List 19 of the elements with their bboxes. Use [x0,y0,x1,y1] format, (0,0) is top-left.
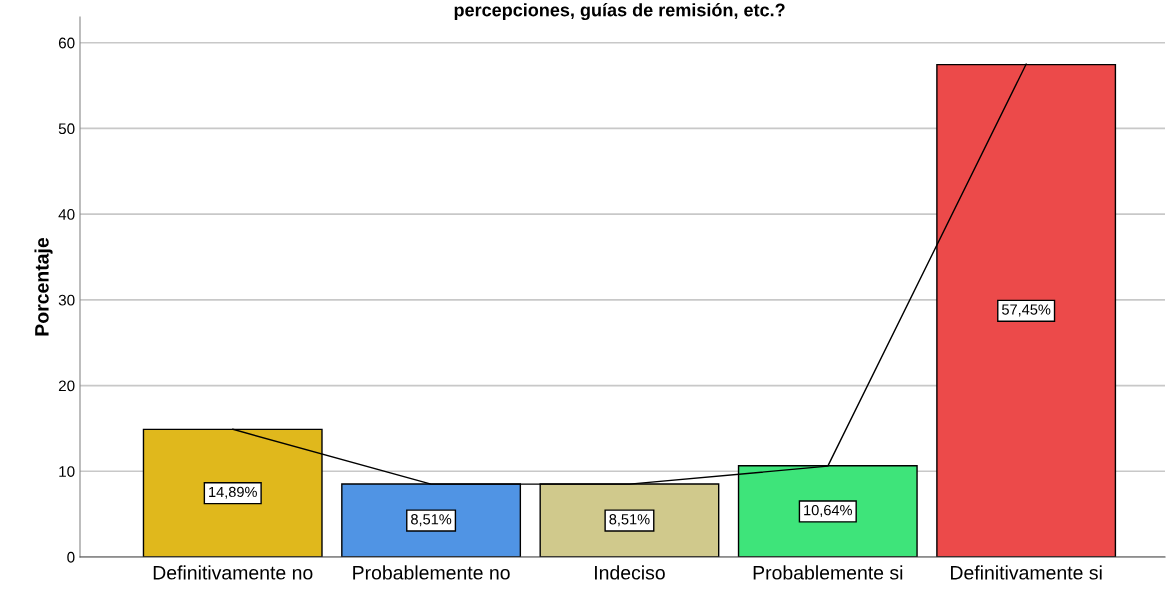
y-tick-label: 30 [58,294,75,306]
y-tick-label: 50 [58,123,75,135]
x-tick-label: Indeciso [595,565,665,580]
y-tick-label: 10 [59,466,75,477]
y-tick-label: 40 [58,209,75,220]
x-tick-label: Definitivamente si [951,565,1102,580]
x-tick-label: Probablemente si [753,565,903,580]
data-label: 14,89% [209,486,257,499]
y-tick-label: 20 [58,380,75,392]
data-label: 10,64% [804,504,853,518]
y-tick-label: 60 [58,37,75,49]
data-label: 8,51% [609,514,650,527]
y-tick-label: 0 [67,551,75,563]
data-label: 57,45% [1002,304,1051,317]
x-tick-label: Definitivamente no [153,565,313,580]
x-tick-label: Probablemente no [353,565,510,580]
data-label: 8,51% [411,514,452,527]
chart-title: percepciones, guías de remisión, etc.? [454,2,785,21]
y-axis-title: Porcentaje [34,237,53,336]
